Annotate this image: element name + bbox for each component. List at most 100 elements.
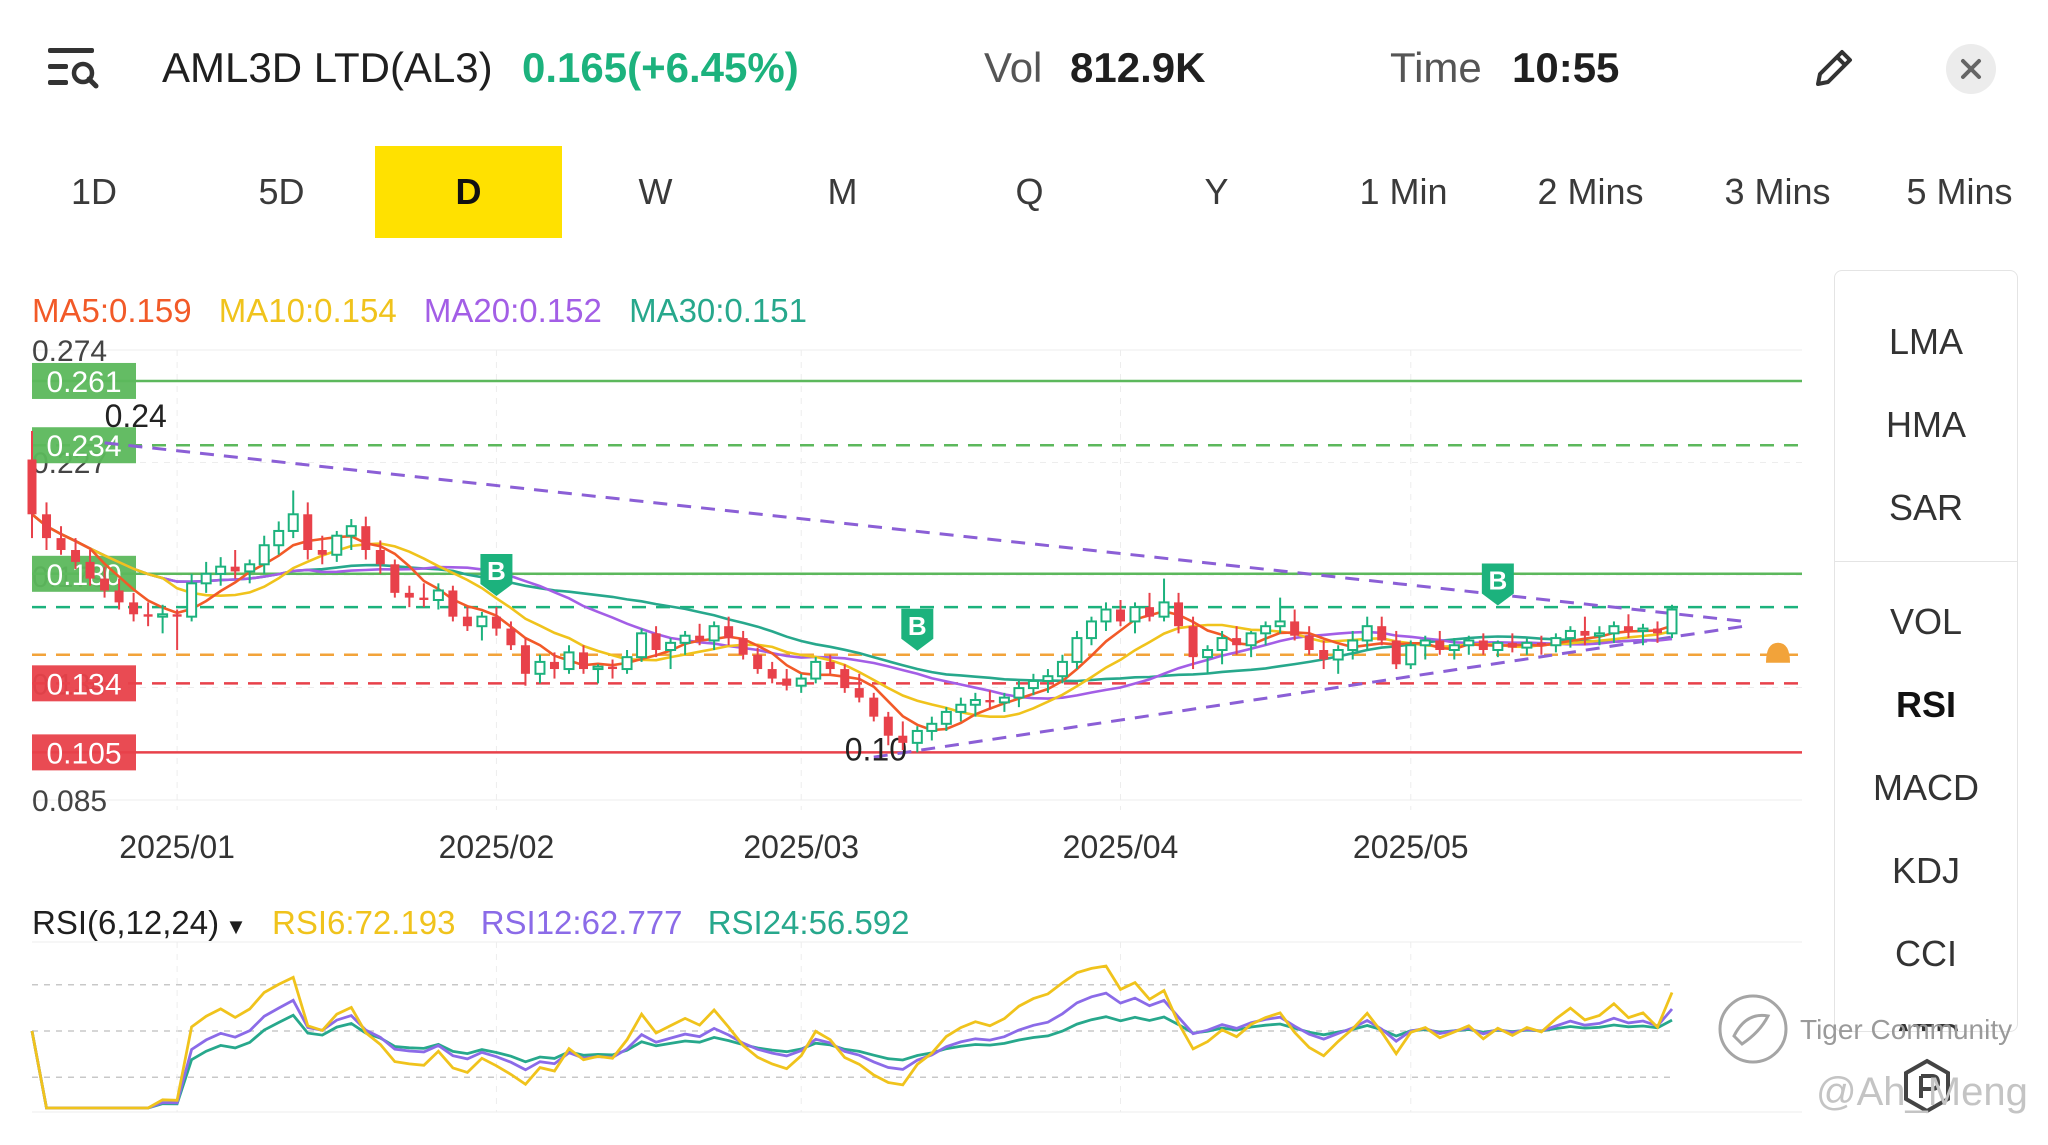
candle-body [753,654,763,670]
buy-marker [1481,563,1514,606]
candle-body [926,722,938,732]
candle-body [679,634,691,644]
candle-body [636,632,648,659]
candle-body [172,614,182,617]
close-icon [1961,59,1981,79]
indicator-panel: LMA HMA SAR VOL RSI MACD KDJ CCI ATR [1834,270,2018,1032]
close-button[interactable] [1946,44,1996,94]
indicator-cci[interactable]: CCI [1895,933,1957,974]
rsi12-line [30,991,1674,1110]
candle-body [911,729,923,744]
tab-5d[interactable]: 5D [258,171,305,212]
buy-marker-label: B [908,611,927,641]
candle-body [1304,635,1314,650]
candle-body [767,669,777,679]
tab-w[interactable]: W [638,171,673,212]
indicator-macd[interactable]: MACD [1873,767,1979,808]
indicator-vol[interactable]: VOL [1889,601,1963,642]
tab-1-min[interactable]: 1 Min [1359,171,1448,212]
candle-body [186,582,198,618]
indicator-lma[interactable]: LMA [1888,321,1964,362]
candle-body [273,529,285,547]
candle-body [883,716,893,736]
candle-body [534,660,546,675]
candle-body [215,565,227,575]
candlestick-chart[interactable]: 2025/01 2025/02 2025/03 2025/04 2025/05 0.274… [0,320,1820,880]
candle-body [1260,625,1272,635]
buy-marker [480,554,513,596]
indicator-kdj[interactable]: KDJ [1891,850,1960,891]
candle-body [85,561,95,579]
candle-body [345,525,357,537]
candle-body [810,660,822,680]
candle-body [419,597,429,600]
tab-d[interactable]: D [375,146,562,238]
indicator-atr[interactable]: ATR [1835,1016,2017,1031]
candle-body [1232,638,1242,646]
candle-body [1593,632,1605,637]
candle-body [1056,660,1068,678]
rsi-title[interactable]: RSI(6,12,24) ▼ [32,904,247,941]
time-value: 10:55 [1512,44,1620,91]
candle-body [592,665,604,671]
y-tick-label: 0.274 [32,335,107,368]
candle-body [1492,641,1504,652]
tab-1d[interactable]: 1D [70,171,118,212]
candle-body [1332,649,1344,661]
tab-y[interactable]: Y [1204,171,1229,212]
candle-body [1100,608,1112,623]
candle-body [56,538,66,550]
watermark-handle: @Ah_Meng [1816,1070,2028,1114]
time-label: Time [1390,44,1482,91]
candle-body [303,514,313,550]
x-tick-label: 2025/01 [119,829,235,865]
indicator-hma[interactable]: HMA [1886,404,1966,445]
candle-body [854,688,864,698]
candle-body [432,589,444,602]
candle-body [71,550,81,562]
candle-body [230,566,240,572]
candle-body [1202,649,1214,659]
candle-body [651,633,661,650]
tab-m[interactable]: M [827,171,858,212]
candle-body [1188,626,1198,658]
ma20-legend: MA20:0.152 [423,292,602,329]
candle-body [1666,608,1678,635]
tab-2-mins[interactable]: 2 Mins [1537,171,1644,212]
price-annotation: 0.10 [845,731,907,767]
watermark-brand: Tiger Community [1800,1014,2013,1045]
candle-body [1550,637,1562,647]
candle-body [157,613,169,618]
level-badge-label: 0.134 [46,668,121,701]
rsi-chart[interactable] [0,940,1820,1120]
watermark: Tiger Community @Ah_Meng [1716,992,2036,1122]
indicator-rsi[interactable]: RSI [1895,684,1956,725]
tab-q[interactable]: Q [1015,171,1044,212]
x-tick-label: 2025/02 [439,829,555,865]
candle-body [840,669,850,689]
candle-body [1158,601,1170,618]
search-menu-icon[interactable] [48,46,100,94]
candle-body [1377,626,1387,641]
rsi-legend: RSI(6,12,24) ▼ RSI6:72.193 RSI12:62.777 R… [32,904,926,942]
ma-legend: MA5:0.159 MA10:0.154 MA20:0.152 MA30:0.1… [32,292,825,330]
candle-body [1507,642,1517,648]
pencil-icon[interactable] [1810,46,1856,92]
rsi-title-text: RSI(6,12,24) [32,904,220,941]
candle-body [579,652,589,670]
candle-body [404,592,414,598]
candle-body [129,602,139,615]
panel-divider [1835,561,2017,562]
candle-body [1115,609,1125,622]
tab-5-mins[interactable]: 5 Mins [1906,171,2013,212]
candle-body [1027,679,1039,690]
tab-3-mins[interactable]: 3 Mins [1724,171,1831,212]
candle-body [287,513,299,532]
candle-body [1013,687,1025,699]
price-change: 0.165(+6.45%) [522,44,799,91]
level-badge [32,362,136,399]
candle-body [1290,621,1300,636]
candle-body [621,656,633,671]
candle-body [738,638,748,655]
indicator-sar[interactable]: SAR [1888,487,1964,528]
